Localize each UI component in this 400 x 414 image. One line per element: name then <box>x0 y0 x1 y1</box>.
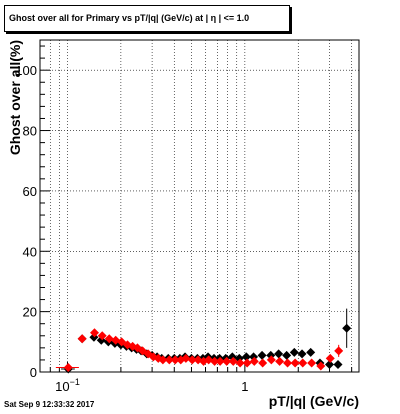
data-point <box>181 353 191 363</box>
data-point <box>249 352 259 362</box>
plot-frame <box>39 39 360 373</box>
y-tick-label: 0 <box>30 365 37 380</box>
data-point <box>282 350 292 360</box>
data-point <box>104 334 114 344</box>
data-point <box>334 346 344 356</box>
data-point <box>274 349 284 359</box>
data-point <box>77 334 87 344</box>
data-point <box>333 359 343 369</box>
timestamp: Sat Sep 9 12:33:32 2017 <box>4 400 95 409</box>
data-point <box>306 347 316 357</box>
data-point <box>158 355 168 365</box>
data-point <box>123 340 133 350</box>
data-point <box>290 358 300 368</box>
data-point <box>298 358 308 368</box>
data-point <box>289 347 299 357</box>
grid-lines <box>39 40 359 373</box>
data-point <box>324 359 334 369</box>
data-point <box>97 331 107 341</box>
data-point <box>342 323 352 333</box>
data-point <box>89 328 99 338</box>
data-point <box>325 353 335 363</box>
y-tick-label: 80 <box>23 124 37 139</box>
x-tick-label: 1 <box>241 379 248 394</box>
y-tick-label: 20 <box>23 305 37 320</box>
data-point <box>235 358 245 368</box>
y-axis-label: Ghost over all(%) <box>7 40 23 155</box>
data-point <box>228 356 238 366</box>
data-point <box>242 358 252 368</box>
data-point <box>316 361 326 371</box>
y-tick-label: 100 <box>15 63 37 78</box>
data-point <box>63 362 73 372</box>
data-point <box>297 349 307 359</box>
chart-title: Ghost over all for Primary vs pT/|q| (Ge… <box>4 5 290 32</box>
y-tick-label: 40 <box>23 244 37 259</box>
data-point <box>266 355 276 365</box>
data-point <box>210 356 220 366</box>
data-point <box>283 358 293 368</box>
data-point <box>307 358 317 368</box>
data-point <box>258 358 268 368</box>
y-tick-label: 60 <box>23 184 37 199</box>
data-point <box>215 356 225 366</box>
data-series <box>55 308 352 374</box>
series-1 <box>55 328 344 372</box>
data-point <box>257 350 267 360</box>
data-point <box>241 352 251 362</box>
data-point <box>164 355 174 365</box>
data-point <box>249 356 259 366</box>
x-axis-label: pT/|q| (GeV/c) <box>269 393 359 409</box>
data-point <box>222 356 232 366</box>
data-point <box>187 355 197 365</box>
axes: 0 20 40 60 80 100 10−1 1 <box>15 39 360 394</box>
series-0 <box>61 308 352 374</box>
data-point <box>170 355 180 365</box>
x-tick-label: 10−1 <box>55 377 80 394</box>
data-point <box>275 356 285 366</box>
